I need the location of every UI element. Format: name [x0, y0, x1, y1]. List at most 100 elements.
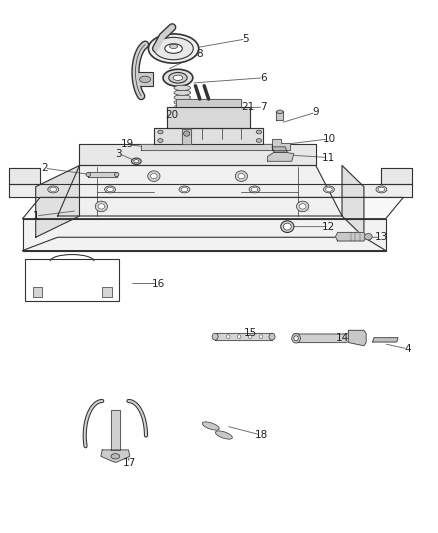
Ellipse shape — [50, 187, 57, 191]
FancyBboxPatch shape — [137, 72, 152, 86]
FancyBboxPatch shape — [32, 287, 42, 297]
Text: 9: 9 — [312, 107, 318, 117]
Ellipse shape — [248, 335, 251, 338]
Text: 18: 18 — [254, 430, 267, 440]
Polygon shape — [22, 219, 385, 251]
Text: 8: 8 — [196, 49, 203, 59]
Ellipse shape — [323, 186, 334, 193]
Ellipse shape — [98, 204, 104, 209]
Ellipse shape — [162, 69, 192, 86]
Ellipse shape — [248, 186, 259, 193]
Ellipse shape — [168, 72, 187, 83]
Text: 2: 2 — [41, 163, 48, 173]
Ellipse shape — [157, 130, 162, 134]
Ellipse shape — [131, 158, 141, 165]
Ellipse shape — [237, 173, 244, 179]
Ellipse shape — [134, 160, 139, 163]
Ellipse shape — [296, 201, 308, 212]
Ellipse shape — [259, 335, 262, 338]
Text: 20: 20 — [164, 110, 177, 120]
Polygon shape — [101, 450, 130, 462]
Polygon shape — [215, 334, 272, 341]
Ellipse shape — [377, 187, 384, 191]
Ellipse shape — [111, 454, 120, 459]
Ellipse shape — [325, 187, 332, 191]
Ellipse shape — [173, 85, 190, 91]
Ellipse shape — [235, 171, 247, 181]
Ellipse shape — [237, 335, 240, 338]
Ellipse shape — [148, 34, 198, 63]
Polygon shape — [293, 332, 350, 343]
Ellipse shape — [299, 204, 305, 209]
Polygon shape — [141, 144, 272, 150]
Ellipse shape — [293, 336, 297, 341]
Polygon shape — [166, 107, 250, 128]
Ellipse shape — [169, 44, 177, 49]
Ellipse shape — [173, 95, 190, 100]
Polygon shape — [372, 338, 397, 342]
Polygon shape — [79, 144, 315, 165]
Polygon shape — [153, 128, 263, 144]
Polygon shape — [22, 237, 385, 251]
Ellipse shape — [283, 223, 290, 230]
Ellipse shape — [183, 131, 189, 136]
Ellipse shape — [173, 90, 190, 95]
Text: 19: 19 — [121, 139, 134, 149]
Polygon shape — [335, 232, 365, 241]
Ellipse shape — [251, 187, 257, 191]
Polygon shape — [381, 168, 411, 184]
Polygon shape — [88, 172, 117, 176]
Ellipse shape — [153, 37, 193, 60]
Ellipse shape — [181, 187, 187, 191]
Ellipse shape — [148, 171, 159, 181]
Text: 21: 21 — [241, 102, 254, 112]
Ellipse shape — [104, 186, 115, 193]
Ellipse shape — [276, 110, 283, 114]
Polygon shape — [22, 197, 403, 219]
Ellipse shape — [95, 201, 107, 212]
Text: 17: 17 — [123, 458, 136, 468]
Ellipse shape — [291, 334, 300, 343]
Ellipse shape — [215, 431, 232, 439]
Text: 15: 15 — [243, 328, 256, 338]
Ellipse shape — [280, 221, 293, 232]
Polygon shape — [175, 99, 241, 107]
Text: 4: 4 — [403, 344, 410, 354]
Ellipse shape — [150, 173, 157, 179]
Ellipse shape — [173, 100, 190, 105]
Text: 5: 5 — [242, 34, 248, 44]
Ellipse shape — [212, 333, 218, 340]
Polygon shape — [111, 410, 120, 450]
Polygon shape — [272, 139, 289, 150]
Polygon shape — [267, 152, 293, 161]
Ellipse shape — [48, 186, 59, 193]
Ellipse shape — [164, 44, 182, 53]
Text: 11: 11 — [321, 152, 335, 163]
Text: 13: 13 — [374, 232, 387, 243]
Polygon shape — [341, 165, 363, 237]
Text: 16: 16 — [151, 279, 165, 288]
Ellipse shape — [375, 186, 386, 193]
Ellipse shape — [256, 130, 261, 134]
Polygon shape — [35, 165, 79, 237]
Ellipse shape — [157, 139, 162, 142]
Polygon shape — [348, 330, 365, 346]
Ellipse shape — [226, 335, 230, 338]
Ellipse shape — [202, 422, 219, 430]
Ellipse shape — [179, 186, 190, 193]
Ellipse shape — [86, 172, 90, 176]
Ellipse shape — [173, 75, 182, 80]
Polygon shape — [10, 168, 40, 184]
Text: 10: 10 — [321, 134, 335, 144]
Ellipse shape — [173, 104, 190, 110]
Text: 1: 1 — [32, 211, 39, 221]
Text: 3: 3 — [115, 149, 122, 159]
Ellipse shape — [106, 187, 113, 191]
Polygon shape — [10, 184, 411, 197]
Ellipse shape — [256, 139, 261, 142]
Ellipse shape — [364, 233, 371, 240]
Ellipse shape — [139, 76, 150, 83]
Ellipse shape — [114, 172, 119, 176]
Ellipse shape — [268, 333, 275, 340]
Polygon shape — [272, 147, 287, 152]
